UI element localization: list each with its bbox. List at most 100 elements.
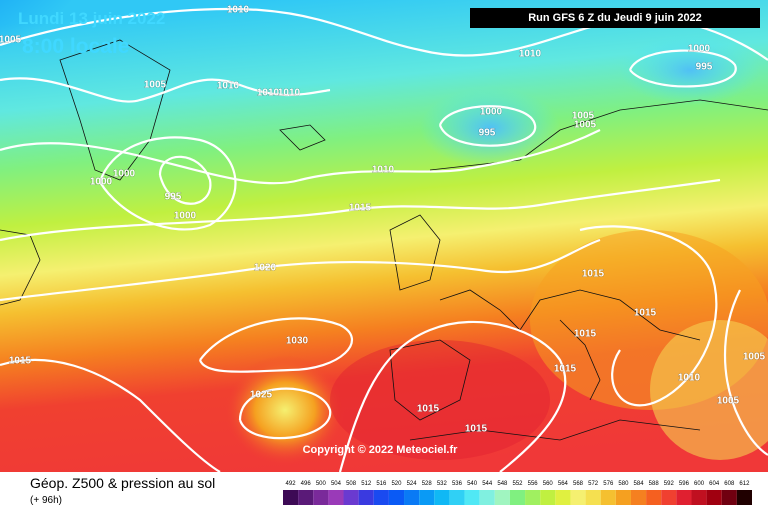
scale-label: 592 [664,481,675,487]
isobar-label: 1015 [634,308,657,319]
scale-label: 536 [452,481,463,487]
scale-label: 544 [482,481,493,487]
isobar-label: 1015 [554,364,577,375]
isobar-label: 1005 [717,396,740,407]
footer-title: Géop. Z500 & pression au sol [30,475,215,491]
scale-swatch [661,490,677,505]
scale-swatch [328,490,344,505]
copyright: Copyright © 2022 Meteociel.fr [303,444,459,456]
isobar-label: 1005 [572,111,595,122]
isobar-label: 995 [479,128,496,139]
scale-swatch [373,490,389,505]
scale-swatch [298,490,314,505]
isobar-label: 1015 [417,404,440,415]
isobar-label: 1015 [349,203,372,214]
isobar-label: 1000 [174,211,197,222]
map-background [0,0,768,472]
run-info: Run GFS 6 Z du Jeudi 9 juin 2022 [528,12,702,24]
scale-label: 528 [422,481,433,487]
forecast-time: 8:00 locale [22,35,129,58]
scale-swatch [283,490,299,505]
scale-swatch [404,490,420,505]
scale-label: 504 [331,481,342,487]
isobar-label: 995 [165,192,182,203]
scale-label: 508 [346,481,357,487]
isobar-label: 995 [696,62,713,73]
scale-label: 584 [634,481,645,487]
scale-swatch [646,490,662,505]
isobar-label: 1000 [113,169,136,180]
isobar-label: 1005 [0,35,22,46]
scale-swatch [691,490,707,505]
isobar-label: 1010 [257,88,280,99]
isobar-label: 1015 [582,269,605,280]
run-banner [470,8,760,28]
scale-swatch [525,490,541,505]
scale-label: 532 [437,481,448,487]
scale-label: 608 [724,481,735,487]
scale-label: 520 [391,481,402,487]
scale-swatch [358,490,374,505]
scale-label: 512 [361,481,372,487]
isobar-label: 1000 [90,177,113,188]
scale-label: 572 [588,481,599,487]
scale-label: 516 [376,481,387,487]
scale-swatch [721,490,737,505]
isobar-labels: 1010 1005 1005 1010 1010 1010 1010 1000 … [0,4,766,435]
isobar-label: 1005 [574,120,597,131]
isobar-label: 1010 [678,373,701,384]
scale-label: 564 [558,481,569,487]
scale-swatch [570,490,586,505]
scale-swatch [419,490,435,505]
scale-swatch [585,490,601,505]
scale-label: 560 [543,481,554,487]
scale-swatch [313,490,329,505]
scale-label: 596 [679,481,690,487]
scale-swatch [736,490,752,505]
scale-swatch [449,490,465,505]
scale-label: 540 [467,481,478,487]
scale-label: 556 [528,481,539,487]
scale-label: 492 [286,481,297,487]
scale-label: 500 [316,481,327,487]
scale-swatch [343,490,359,505]
scale-swatch [630,490,647,505]
isobar-label: 1010 [217,81,240,92]
isobar-label: 1015 [465,424,488,435]
scale-label: 548 [497,481,508,487]
isobar-label: 1015 [9,356,32,367]
footer-lead: (+ 96h) [30,495,62,506]
scale-label: 580 [618,481,629,487]
scale-label: 552 [512,481,523,487]
scale-swatch [434,490,450,505]
isobar-label: 1000 [688,44,711,55]
scale-swatch [706,490,722,505]
scale-swatch [464,490,480,505]
scale-swatch [676,490,692,505]
isobar-label: 1010 [278,88,301,99]
scale-label: 524 [407,481,418,487]
isobar-label: 1015 [574,329,597,340]
scale-swatch [509,490,526,505]
isobar-label: 1005 [144,80,167,91]
scale-swatch [494,490,510,505]
scale-swatch [388,490,405,505]
scale-label: 600 [694,481,705,487]
scale-swatch [540,490,556,505]
isobar-label: 1005 [743,352,766,363]
isobar-label: 1030 [286,336,309,347]
scale-swatch [615,490,631,505]
scale-label: 588 [649,481,660,487]
scale-swatch [555,490,571,505]
isobar-label: 1010 [227,5,250,16]
scale-swatch [600,490,616,505]
scale-label: 576 [603,481,614,487]
scale-swatch [479,490,495,505]
isobar-label: 1000 [480,107,503,118]
isobar-label: 1020 [254,263,277,274]
color-scale: 492 496 500 504 508 512 516 520 524 528 532 536 540 5… [283,481,752,505]
scale-label: 568 [573,481,584,487]
isobar-label: 1025 [250,390,273,401]
scale-label: 612 [739,481,750,487]
